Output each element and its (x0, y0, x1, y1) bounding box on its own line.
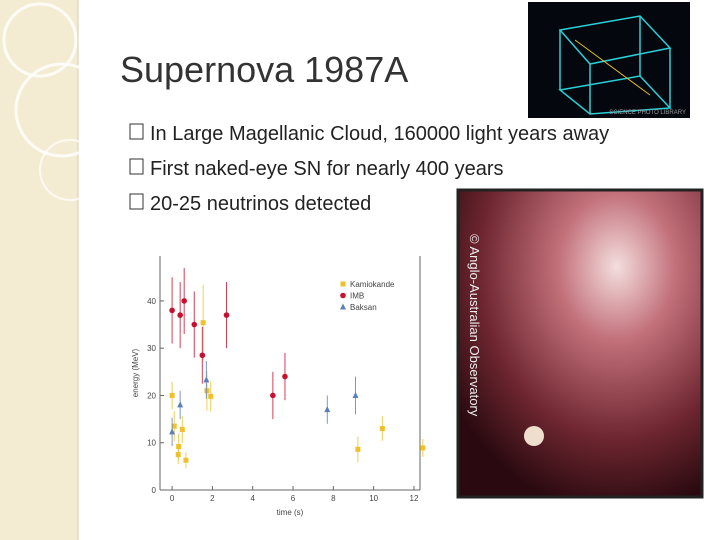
bullet-box (129, 158, 144, 175)
data-point (181, 298, 187, 304)
x-tick-label: 8 (331, 494, 336, 503)
data-point (270, 392, 276, 399)
nebula-photo (456, 188, 704, 499)
bullet-box (129, 123, 144, 140)
chart-panel (128, 247, 426, 522)
data-point (169, 392, 175, 398)
data-point (208, 393, 214, 399)
data-point (199, 352, 206, 359)
y-axis-label: energy (MeV) (131, 348, 140, 397)
bullet-box (129, 193, 144, 210)
data-point (169, 307, 175, 314)
data-point (420, 445, 426, 451)
x-tick-label: 4 (250, 494, 255, 503)
data-point (204, 388, 210, 394)
legend-marker (340, 303, 346, 310)
data-point (324, 406, 331, 413)
track (574, 39, 651, 96)
data-point (355, 446, 361, 452)
y-tick-label: 10 (147, 439, 156, 448)
x-tick-label: 6 (291, 494, 296, 503)
side-strip (0, 0, 78, 540)
legend-label: Kamiokande (350, 280, 395, 289)
data-point (203, 376, 210, 383)
data-point (191, 321, 198, 328)
photo-credit: SCIENCE PHOTO LIBRARY (609, 110, 686, 116)
data-point (171, 423, 177, 429)
slide-title: Supernova 1987A (120, 49, 408, 90)
data-point (379, 426, 385, 432)
legend-marker (340, 281, 346, 287)
supernova-star (524, 426, 544, 446)
y-tick-label: 30 (147, 344, 156, 353)
data-point (177, 312, 183, 318)
y-tick-label: 0 (152, 486, 157, 495)
deco-circle (39, 139, 101, 201)
data-point (183, 457, 189, 463)
data-point (282, 373, 288, 380)
data-point (223, 312, 230, 318)
legend-label: IMB (350, 292, 364, 301)
data-point (352, 391, 359, 398)
photo-credit: © Anglo-Australian Observatory (467, 234, 482, 417)
x-tick-label: 0 (170, 494, 175, 503)
legend-marker (340, 292, 346, 299)
data-point (169, 428, 176, 435)
x-tick-label: 12 (410, 494, 419, 503)
bullets: In Large Magellanic Cloud, 160000 light … (129, 123, 609, 215)
deco-circle (2, 2, 78, 78)
data-point (200, 320, 206, 326)
legend-label: Baksan (350, 303, 377, 312)
data-point (177, 401, 184, 408)
x-tick-label: 2 (210, 494, 215, 503)
detector-cube (558, 15, 672, 115)
bullet: First naked-eye SN for nearly 400 years (150, 158, 504, 180)
chart: 0 10 20 30 40 0 2 4 6 8 10 12 time (s) energy (MeV) Ka… (131, 256, 426, 517)
y-tick-label: 40 (147, 297, 156, 306)
data-point (179, 426, 185, 432)
data-point (176, 444, 182, 450)
deco-circle (14, 62, 110, 158)
y-tick-label: 20 (147, 391, 156, 400)
bullet: In Large Magellanic Cloud, 160000 light … (150, 123, 609, 145)
x-tick-label: 10 (369, 494, 378, 503)
bullet: 20-25 neutrinos detected (150, 193, 371, 215)
x-axis-label: time (s) (277, 508, 304, 517)
